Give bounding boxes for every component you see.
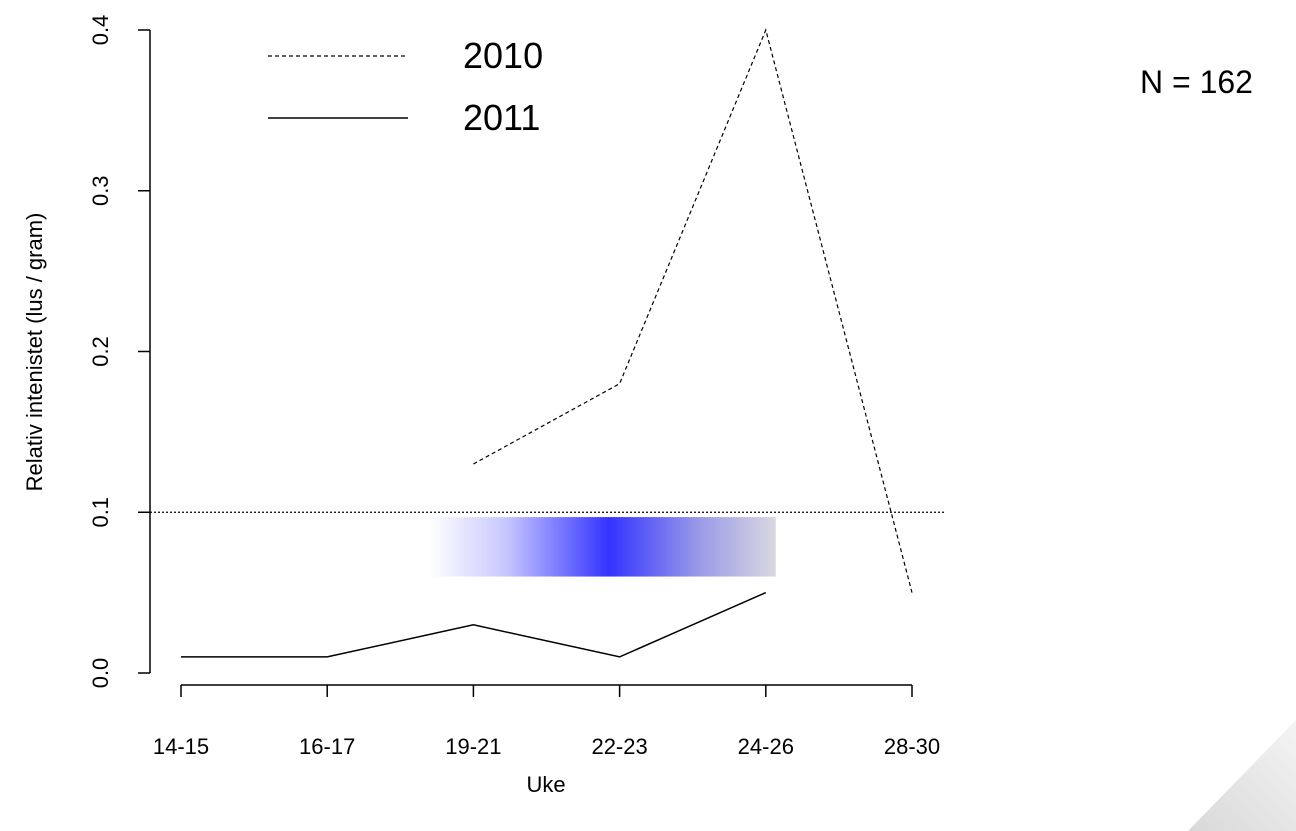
x-tick-label: 28-30 (884, 734, 940, 759)
sample-size-annotation: N = 162 (1140, 64, 1253, 100)
gradient-band (428, 517, 776, 577)
x-tick-label: 22-23 (591, 734, 647, 759)
x-axis-title: Uke (526, 772, 565, 797)
legend-label-2011: 2011 (463, 97, 540, 138)
y-tick-label: 0.3 (88, 175, 113, 206)
x-tick-label: 16-17 (299, 734, 355, 759)
page-corner-decoration (1188, 720, 1296, 831)
y-tick-label: 0.4 (88, 15, 113, 46)
x-tick-label: 14-15 (153, 734, 209, 759)
series-line-2010 (473, 28, 913, 593)
series-line-2011 (181, 591, 767, 658)
plot-area (150, 28, 944, 658)
x-tick-label: 19-21 (445, 734, 501, 759)
y-axis-ticks: 0.0 0.1 0.2 0.3 0.4 (88, 15, 150, 689)
legend-label-2010: 2010 (463, 35, 543, 76)
y-axis-title: Relativ intenistet (lus / gram) (22, 213, 47, 492)
y-tick-label: 0.0 (88, 658, 113, 689)
x-tick-label: 24-26 (738, 734, 794, 759)
y-tick-label: 0.1 (88, 497, 113, 528)
y-tick-label: 0.2 (88, 336, 113, 367)
x-axis-ticks: 14-15 16-17 19-21 22-23 24-26 28-30 (153, 685, 940, 759)
legend: 2010 2011 (268, 35, 543, 138)
